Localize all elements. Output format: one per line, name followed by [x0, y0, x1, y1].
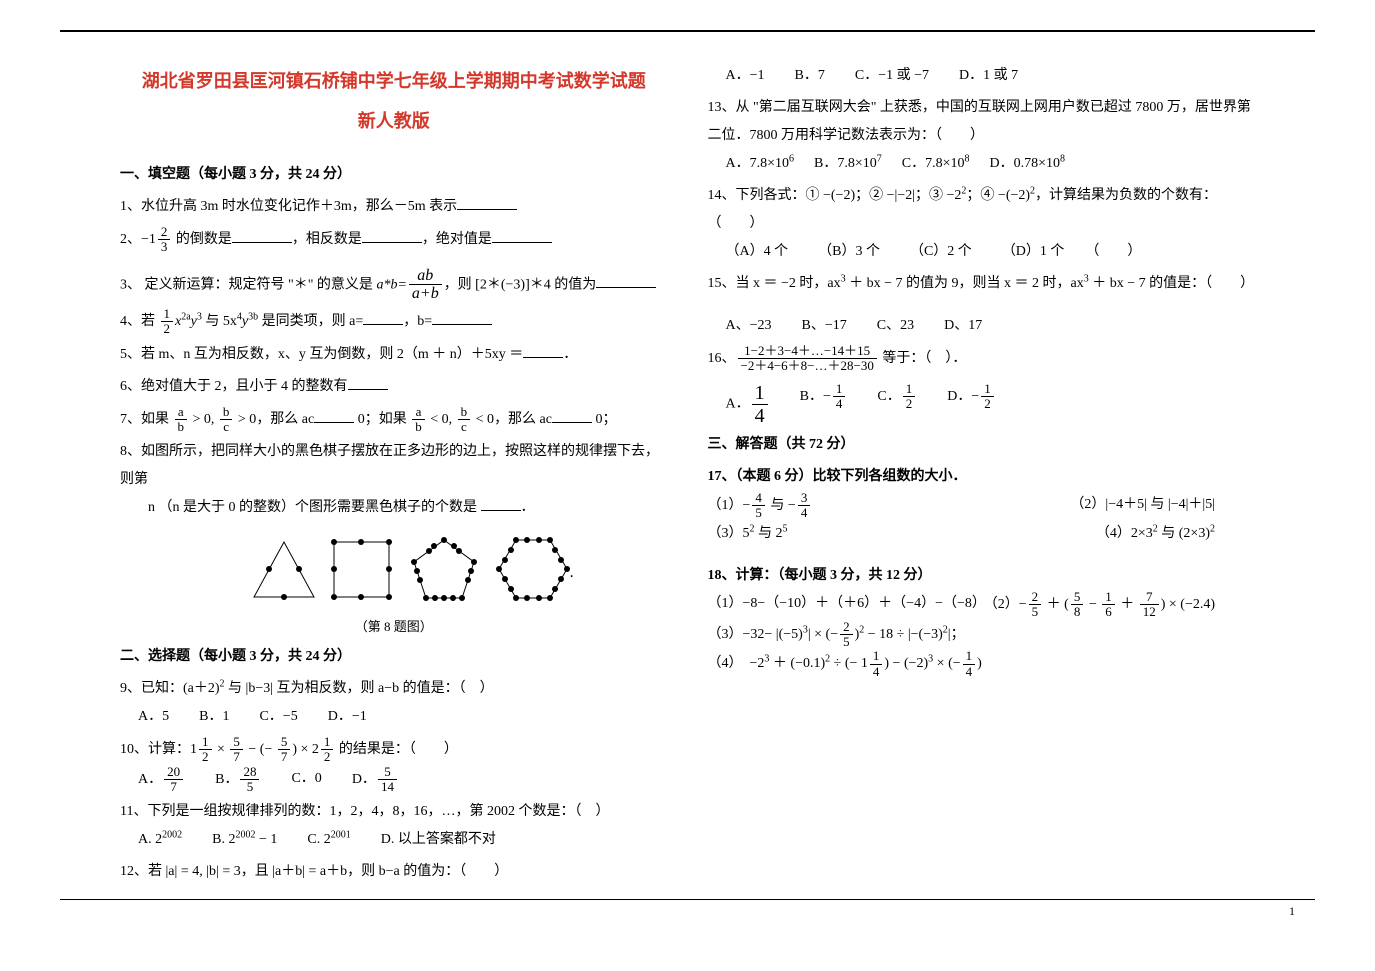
q8-caption: （第 8 题图） [120, 616, 668, 635]
q18: 18、计算：（每小题 3 分，共 12 分） （1）−8−（−10）＋（＋6）＋… [708, 562, 1256, 679]
q7: 7、如果 ab > 0, bc > 0，那么 ac 0；如果 ab < 0, b… [120, 405, 668, 435]
q13: 13、从 "第二届互联网大会" 上获悉，中国的互联网上网用户数已超过 7800 … [708, 94, 1256, 178]
section-answer: 三、解答题（共 72 分） [708, 431, 1256, 459]
q15: 15、当 x ＝ −2 时，ax3 ＋ bx − 7 的值为 9，则当 x ＝ … [708, 270, 1256, 340]
q8: 8、如图所示，把同样大小的黑色棋子摆放在正多边形的边上，按照这样的规律摆下去，则… [120, 438, 668, 522]
exam-page: 湖北省罗田县匡河镇石桥铺中学七年级上学期期中考试数学试题 新人教版 一、填空题（… [60, 30, 1315, 900]
q9: 9、已知：(a＋2)2 与 |b−3| 互为相反数，则 a−b 的值是：（ ） … [120, 675, 668, 731]
q14: 14、下列各式：① −(−2)；② −|−2|；③ −22；④ −(−2)2，计… [708, 182, 1256, 266]
q5: 5、若 m、n 互为相反数，x、y 互为倒数，则 2（m ＋ n）＋5xy ＝． [120, 341, 668, 369]
q17: 17、（本题 6 分）比较下列各组数的大小． （1）−45 与 −34 （2）|… [708, 463, 1256, 549]
q10: 10、计算：112 × 57 − (− 57) × 212 的结果是：（ ） A… [120, 735, 668, 794]
page-number: 1 [0, 900, 1375, 923]
q1: 1、水位升高 3m 时水位变化记作＋3m，那么－5m 表示 [120, 193, 668, 221]
q6: 6、绝对值大于 2，且小于 4 的整数有 [120, 373, 668, 401]
polygon-figures: … [214, 532, 574, 612]
q16: 16、1−2＋3−4＋…−14＋15−2＋4−6＋8−…＋28−30 等于：（ … [708, 344, 1256, 427]
ellipsis: … [569, 564, 574, 581]
blank [457, 195, 517, 210]
title-line2: 新人教版 [120, 102, 668, 142]
title-line1: 湖北省罗田县匡河镇石桥铺中学七年级上学期期中考试数学试题 [120, 62, 668, 102]
q8-figure: … [120, 532, 668, 612]
q4: 4、若 12x2ay3 与 5x4y3b 是同类项，则 a=，b= [120, 307, 668, 337]
section-fill: 一、填空题（每小题 3 分，共 24 分） [120, 161, 668, 189]
exam-title: 湖北省罗田县匡河镇石桥铺中学七年级上学期期中考试数学试题 新人教版 [120, 62, 668, 141]
q3: 3、 定义新运算：规定符号 "＊" 的意义是 a*b=aba+b，则 [2＊(−… [120, 267, 668, 303]
q2: 2、−123 的倒数是，相反数是，绝对值是 [120, 225, 668, 255]
q11: 11、下列是一组按规律排列的数：1，2，4，8，16，…，第 2002 个数是：… [120, 798, 668, 854]
section-choice: 二、选择题（每小题 3 分，共 24 分） [120, 643, 668, 671]
